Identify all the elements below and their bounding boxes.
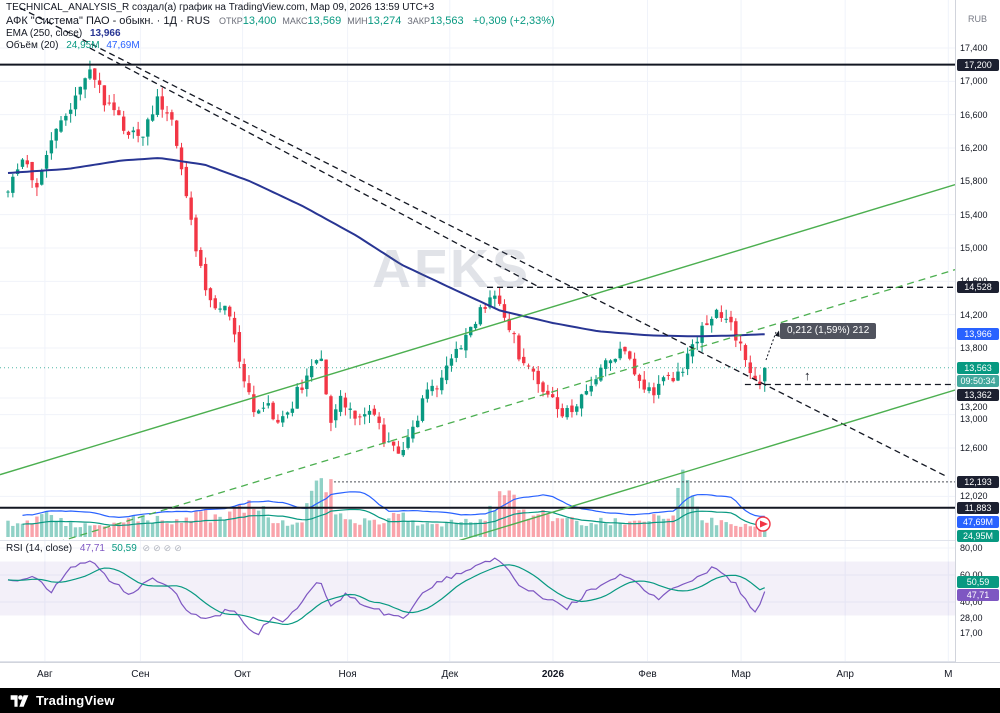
ohlc-label: ОТКР xyxy=(218,16,243,26)
ohlc-label: МАКС xyxy=(282,16,308,26)
rsi-action-icon[interactable]: ⊘ xyxy=(142,543,151,553)
rsi-tick-label: 60,00 xyxy=(960,570,983,580)
rsi-action-icon[interactable]: ⊘ xyxy=(174,543,182,553)
price-tick-label: 15,800 xyxy=(960,176,988,187)
volume-legend: Объём (20) 24,95M 47,69M xyxy=(6,40,140,51)
price-tick-label: 13,000 xyxy=(960,414,988,424)
price-tick-label: 16,600 xyxy=(960,109,988,120)
ohlc-label: ЗАКР xyxy=(407,16,431,26)
volume-bars xyxy=(6,469,767,537)
price-tick-label: 17,000 xyxy=(960,76,988,87)
price-badge-black: 12,193 xyxy=(957,475,999,488)
ema-line[interactable] xyxy=(7,157,765,338)
ema-legend: EMA (250, close) 13,966 xyxy=(6,28,121,39)
candlesticks xyxy=(6,60,767,458)
ohlc-value: 13,274 xyxy=(367,15,402,27)
rsi-legend-actions: ⊘ ⊘ ⊘ ⊘ xyxy=(140,543,182,554)
price-badge-blue: 13,966 xyxy=(957,328,999,341)
price-badge-black: 11,883 xyxy=(957,501,999,514)
rsi-band xyxy=(0,561,955,616)
time-axis-label: Фев xyxy=(638,669,657,680)
gridlines xyxy=(0,0,955,661)
ohlc-value: 13,400 xyxy=(242,15,277,27)
ema-value: 13,966 xyxy=(89,28,121,39)
volume-ma-value: 24,95M xyxy=(66,40,100,51)
measure-tooltip[interactable]: 0,212 (1,59%) 212 xyxy=(780,323,877,339)
ohlc-values: ОТКР13,400 МАКС13,569 МИН13,274 ЗАКР13,563 xyxy=(213,15,464,27)
time-axis-label: Дек xyxy=(441,669,459,680)
time-axis-label: Сен xyxy=(131,669,150,680)
ohlc-label: МИН xyxy=(347,16,368,26)
symbol-descriptor[interactable]: АФК "Система" ПАО - обыкн. · 1Д · RUS xyxy=(6,15,210,27)
time-axis-label: Апр xyxy=(836,669,854,680)
rsi-action-icon[interactable]: ⊘ xyxy=(153,543,161,553)
price-tick-label: 14,200 xyxy=(960,309,988,320)
rsi-tick-label: 17,00 xyxy=(960,628,983,639)
rsi-tick-label: 80,00 xyxy=(960,543,983,553)
price-badge-black: 17,200 xyxy=(957,58,999,71)
rsi-legend: RSI (14, close) 47,71 50,59 ⊘ ⊘ ⊘ ⊘ xyxy=(6,543,182,554)
change-value: +0,309 (+2,33%) xyxy=(472,15,555,27)
price-badge-teal: 50,59 xyxy=(957,576,999,588)
price-tick-label: 17,400 xyxy=(960,43,988,53)
price-badge-countdown: 09:50:34 xyxy=(957,375,999,387)
time-axis-label: Окт xyxy=(234,669,251,680)
rsi-action-icon[interactable]: ⊘ xyxy=(163,543,172,553)
chart-canvas[interactable]: ↑ xyxy=(0,0,955,662)
symbol-legend: АФК "Система" ПАО - обыкн. · 1Д · RUS ОТ… xyxy=(6,15,555,27)
price-badge-green: 13,563 xyxy=(957,361,999,374)
attribution-text: TECHNICAL_ANALYSIS_R создал(а) график на… xyxy=(6,2,435,13)
scroll-to-recent-icon xyxy=(760,520,768,528)
rsi-value: 47,71 xyxy=(79,543,105,554)
time-axis-label: М xyxy=(944,669,953,680)
ohlc-value: 13,563 xyxy=(430,15,464,27)
chart-plot-area[interactable]: AFKS ↑ TECHNICAL_ANALYSIS_R создал(а) гр… xyxy=(0,0,955,662)
price-badge-teal: 24,95M xyxy=(957,530,999,542)
rsi-tick-label: 28,00 xyxy=(960,613,983,624)
ohlc-value: 13,569 xyxy=(307,15,342,27)
price-tick-label: 16,200 xyxy=(960,143,988,153)
footer-bar: TradingView xyxy=(0,688,1000,713)
annotations[interactable]: ↑ xyxy=(755,330,811,532)
price-tick-label: 13,200 xyxy=(960,402,988,412)
ema-label[interactable]: EMA (250, close) xyxy=(6,28,83,39)
price-badge-blue: 47,69M xyxy=(957,516,999,528)
price-tick-label: 12,020 xyxy=(960,491,988,502)
rsi-tick-label: 40,00 xyxy=(960,597,983,607)
price-tick-label: 15,400 xyxy=(960,209,988,220)
price-badge-black: 13,362 xyxy=(957,389,999,401)
tradingview-logo-icon[interactable] xyxy=(10,693,29,709)
trendline-drawings[interactable] xyxy=(0,7,955,662)
time-axis[interactable]: Авг Сен Окт Ноя Дек 2026 Фев Мар Апр М xyxy=(0,662,1000,689)
up-arrow-marker: ↑ xyxy=(804,368,811,383)
price-tick-label: 13,800 xyxy=(960,343,988,353)
volume-ma-lines xyxy=(22,491,765,527)
time-axis-label: Ноя xyxy=(338,669,357,680)
price-scale[interactable]: RUB 17,400 17,000 16,600 16,200 15,800 15,400… xyxy=(955,0,1000,662)
time-axis-label: Мар xyxy=(731,669,751,680)
symbol-watermark: AFKS xyxy=(372,239,531,299)
time-axis-label: Авг xyxy=(37,669,53,680)
time-axis-label: 2026 xyxy=(541,669,565,680)
price-badge-purple: 47,71 xyxy=(957,589,999,601)
rsi-label[interactable]: RSI (14, close) xyxy=(6,543,73,554)
rsi-ma-value: 50,59 xyxy=(111,543,137,554)
brand-name[interactable]: TradingView xyxy=(36,693,115,708)
volume-label[interactable]: Объём (20) xyxy=(6,40,59,51)
volume-value: 47,69M xyxy=(106,40,140,51)
rsi-lines[interactable] xyxy=(7,557,766,636)
currency-label: RUB xyxy=(968,14,988,24)
price-badge-black: 14,528 xyxy=(957,281,999,294)
price-tick-label: 15,000 xyxy=(960,243,988,253)
price-tick-label: 12,600 xyxy=(960,443,988,453)
pane-separators xyxy=(0,540,955,662)
